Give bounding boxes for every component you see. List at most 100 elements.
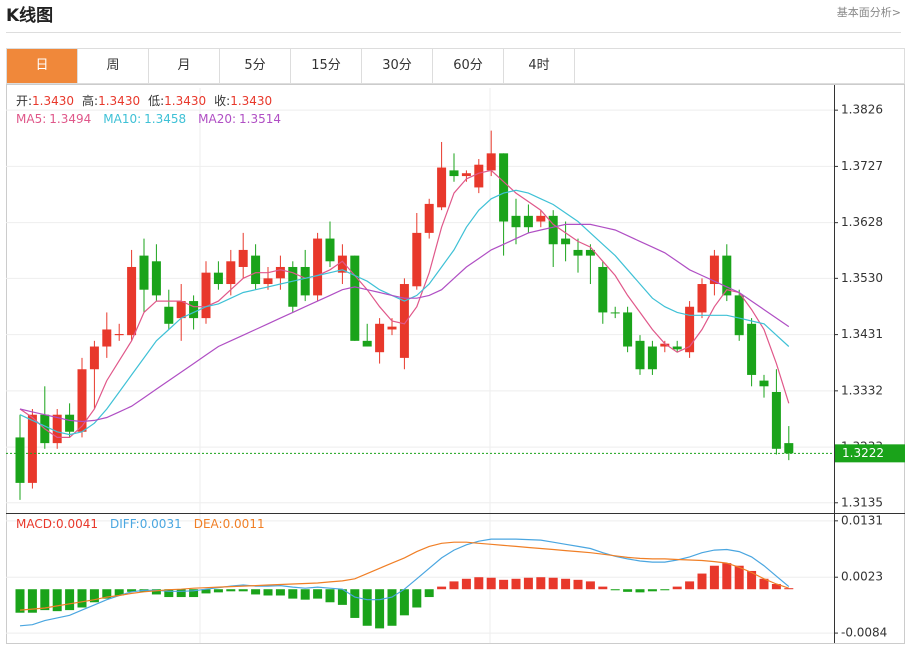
candle-body bbox=[610, 312, 620, 314]
macd-bar bbox=[623, 589, 633, 592]
macd-bar bbox=[288, 589, 298, 599]
macd-bar bbox=[77, 589, 87, 608]
macd-bar bbox=[771, 584, 781, 590]
candle-body bbox=[164, 306, 174, 324]
period-tab[interactable]: 5分 bbox=[220, 49, 291, 83]
readout-name: MA10: bbox=[103, 112, 141, 126]
macd-bar bbox=[685, 581, 695, 590]
macd-bar bbox=[523, 577, 533, 590]
candle-body bbox=[449, 170, 459, 177]
macd-bar bbox=[759, 578, 769, 590]
readout-value: 1.3430 bbox=[98, 94, 140, 108]
macd-bar bbox=[499, 579, 509, 590]
macd-bar bbox=[127, 589, 137, 592]
macd-bar bbox=[201, 589, 211, 594]
y-tick-label: 1.3727 bbox=[841, 159, 883, 173]
macd-bar bbox=[747, 570, 757, 590]
candle-body bbox=[375, 323, 385, 353]
macd-bar bbox=[189, 589, 199, 598]
readout-value: 0.0031 bbox=[140, 517, 182, 531]
page-title: K线图 bbox=[6, 6, 54, 26]
candle-body bbox=[102, 329, 112, 347]
candle-body bbox=[288, 266, 298, 307]
indicator-line bbox=[19, 538, 790, 627]
macd-bar bbox=[474, 577, 484, 590]
y-tick-label: 1.3135 bbox=[841, 495, 883, 509]
header-rule bbox=[6, 32, 901, 33]
candle-body bbox=[387, 326, 397, 330]
candle-body bbox=[52, 414, 62, 444]
readout-name: DEA: bbox=[194, 517, 223, 531]
candle-body bbox=[424, 203, 434, 233]
y-tick-label: 1.3332 bbox=[841, 383, 883, 397]
readout-name: 开: bbox=[16, 94, 32, 108]
period-tab[interactable]: 周 bbox=[78, 49, 149, 83]
candle-body bbox=[784, 443, 794, 454]
period-tab[interactable]: 60分 bbox=[433, 49, 504, 83]
candle-body bbox=[561, 238, 571, 245]
macd-bar bbox=[65, 589, 75, 611]
candle-body bbox=[263, 278, 273, 285]
candle-body bbox=[114, 334, 124, 336]
period-tab[interactable]: 30分 bbox=[362, 49, 433, 83]
period-tab[interactable]: 月 bbox=[149, 49, 220, 83]
macd-bar bbox=[461, 578, 471, 590]
macd-bar bbox=[647, 589, 657, 592]
candle-body bbox=[635, 340, 645, 370]
macd-bar bbox=[275, 589, 285, 596]
candle-body bbox=[486, 153, 496, 171]
y-tick-label: 1.3431 bbox=[841, 327, 883, 341]
indicator-line bbox=[19, 189, 790, 436]
readout-name: MACD: bbox=[16, 517, 56, 531]
indicator-line bbox=[19, 223, 790, 423]
macd-bar bbox=[362, 589, 372, 626]
candle-body bbox=[437, 167, 447, 208]
indicator-line bbox=[19, 169, 790, 438]
macd-bar bbox=[437, 586, 447, 590]
candle-body bbox=[536, 215, 546, 222]
candle-body bbox=[65, 414, 75, 432]
macd-bar bbox=[722, 563, 732, 590]
candle-body bbox=[474, 164, 484, 188]
candle-body bbox=[350, 255, 360, 341]
macd-bar bbox=[251, 589, 261, 595]
macd-bar bbox=[598, 586, 608, 590]
candle-body bbox=[759, 380, 769, 387]
readout-value: 1.3430 bbox=[230, 94, 272, 108]
macd-bar bbox=[784, 588, 794, 590]
candle-body bbox=[226, 261, 236, 285]
period-tab[interactable]: 15分 bbox=[291, 49, 362, 83]
candle-body bbox=[672, 346, 682, 350]
candle-body bbox=[573, 249, 583, 256]
candle-body bbox=[585, 249, 595, 256]
candle-body bbox=[523, 215, 533, 228]
macd-bar bbox=[585, 581, 595, 590]
readout-value: 1.3494 bbox=[49, 112, 91, 126]
macd-bar bbox=[424, 589, 434, 598]
readout-name: MA20: bbox=[198, 112, 236, 126]
fundamental-link[interactable]: 基本面分析> bbox=[836, 6, 901, 19]
period-tab[interactable]: 4时 bbox=[504, 49, 575, 83]
candle-body bbox=[660, 343, 670, 347]
macd-readout: MACD:0.0041 DIFF:0.0031 DEA:0.0011 bbox=[16, 517, 265, 531]
macd-bar bbox=[151, 589, 161, 595]
readout-name: DIFF: bbox=[110, 517, 140, 531]
y-tick-label: 1.3530 bbox=[841, 271, 883, 285]
macd-bar bbox=[89, 589, 99, 603]
candle-body bbox=[151, 261, 161, 296]
candle-body bbox=[176, 301, 186, 319]
candle-body bbox=[189, 301, 199, 319]
macd-bar bbox=[325, 589, 335, 603]
readout-value: 1.3430 bbox=[164, 94, 206, 108]
period-tab[interactable]: 日 bbox=[7, 49, 78, 83]
macd-bar bbox=[412, 589, 422, 608]
period-tabs: 日周月 5分 15分 30分 60分 4时 bbox=[6, 48, 905, 84]
macd-bar bbox=[399, 589, 409, 616]
macd-bar bbox=[102, 589, 112, 599]
candle-body bbox=[362, 340, 372, 347]
readout-name: 低: bbox=[148, 94, 164, 108]
y-tick-label: -0.0084 bbox=[841, 626, 887, 640]
candle-body bbox=[300, 266, 310, 296]
macd-bar bbox=[213, 589, 223, 593]
